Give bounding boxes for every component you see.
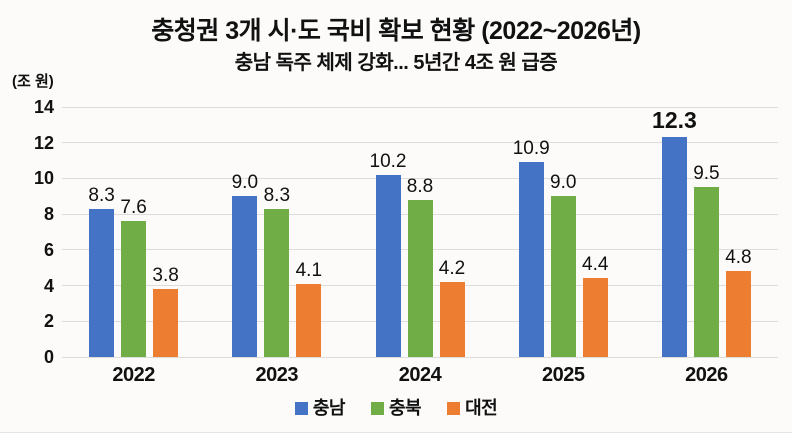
bar-wrap-충남-2023: 9.0 — [231, 107, 259, 357]
gridline — [62, 106, 778, 108]
gridline — [62, 142, 778, 144]
legend-swatch-icon — [447, 401, 461, 415]
gridline — [62, 177, 778, 179]
legend-item-대전: 대전 — [447, 398, 498, 418]
bar-wrap-대전-2023: 4.1 — [295, 107, 323, 357]
bar-wrap-충북-2024: 8.8 — [406, 107, 434, 357]
y-tick-label: 2 — [43, 311, 54, 332]
x-tick-label-2022: 2022 — [112, 364, 155, 386]
legend-item-충북: 충북 — [370, 398, 422, 418]
bar-value-label: 4.4 — [582, 254, 609, 276]
bar-wrap-충북-2026: 9.5 — [693, 107, 720, 357]
bar-group-2026: 12.3 9.5 4.8 — [635, 107, 778, 357]
bar-value-label: 9.0 — [231, 172, 259, 194]
y-tick-label: 6 — [43, 239, 54, 260]
bar-대전-2022 — [153, 289, 179, 357]
bar-value-label: 8.8 — [406, 175, 434, 197]
bar-wrap-대전-2026: 4.8 — [725, 107, 752, 357]
bar-wrap-충북-2025: 9.0 — [550, 107, 577, 357]
bar-충남-2023 — [232, 196, 258, 357]
bar-groups: 8.3 7.6 3.8 9.0 8.3 4.1 10.2 8.8 4.2 10.9 9.0 4.4 12… — [62, 107, 778, 357]
x-axis: 2022 2023 2024 2025 2026 — [62, 364, 778, 387]
y-axis: 0 2 4 6 8 10 12 14 — [0, 98, 54, 366]
y-tick-label: 12 — [33, 132, 54, 153]
bar-충북-2023 — [264, 208, 290, 357]
x-tick-label-2024: 2024 — [398, 364, 442, 386]
bar-value-label: 12.3 — [652, 107, 697, 134]
bar-충남-2024 — [375, 174, 401, 357]
y-axis-unit-label: (조 원) — [12, 73, 54, 90]
bar-value-label: 3.8 — [152, 265, 179, 287]
bar-wrap-대전-2025: 4.4 — [582, 107, 609, 357]
bar-value-label: 4.2 — [438, 258, 466, 279]
bar-wrap-충남-2025: 10.9 — [513, 107, 550, 357]
bar-충남-2026 — [661, 137, 687, 357]
bar-wrap-충남-2022: 8.3 — [88, 107, 115, 357]
bar-wrap-충남-2026: 12.3 — [652, 107, 697, 357]
bar-wrap-대전-2024: 4.2 — [438, 107, 466, 357]
bar-value-label: 9.0 — [550, 172, 577, 194]
bar-group-2022: 8.3 7.6 3.8 — [62, 107, 205, 357]
bar-value-label: 10.2 — [369, 150, 407, 172]
bar-충북-2024 — [407, 199, 433, 357]
bar-value-label: 4.1 — [295, 259, 323, 281]
gridline — [62, 356, 778, 358]
bar-value-label: 10.9 — [512, 138, 550, 160]
bar-group-2023: 9.0 8.3 4.1 — [205, 107, 348, 357]
plot-area: 8.3 7.6 3.8 9.0 8.3 4.1 10.2 8.8 4.2 10.9 9.0 4.4 12… — [62, 106, 778, 358]
legend-label: 대전 — [465, 398, 498, 418]
y-tick-label: 4 — [43, 275, 54, 296]
legend-label: 충북 — [388, 398, 422, 418]
bar-value-label: 8.3 — [88, 184, 115, 206]
legend-item-충남: 충남 — [294, 398, 346, 418]
chart-title: 충청권 3개 시·도 국비 확보 현황 (2022~2026년) — [151, 17, 641, 45]
chart-subtitle: 충남 독주 체제 강화... 5년간 4조 원 급증 — [234, 52, 558, 74]
y-tick-label: 8 — [43, 204, 54, 225]
legend-swatch-icon — [370, 401, 384, 415]
legend: 충남 충북 대전 — [0, 399, 792, 417]
x-tick-label-2025: 2025 — [541, 364, 585, 386]
bar-wrap-대전-2022: 3.8 — [152, 107, 179, 357]
bar-대전-2024 — [439, 282, 465, 357]
bar-대전-2023 — [296, 283, 322, 357]
bar-value-label: 8.3 — [263, 184, 291, 206]
bar-대전-2025 — [582, 278, 608, 357]
x-tick-label-2026: 2026 — [685, 364, 728, 386]
y-tick-label: 10 — [33, 168, 54, 189]
legend-label: 충남 — [312, 398, 346, 418]
bar-충남-2025 — [518, 162, 544, 357]
bar-wrap-충북-2022: 7.6 — [120, 107, 147, 357]
bar-group-2025: 10.9 9.0 4.4 — [492, 107, 635, 357]
bar-대전-2026 — [725, 271, 751, 357]
y-tick-label: 14 — [33, 97, 54, 117]
bar-group-2024: 10.2 8.8 4.2 — [348, 107, 491, 357]
bar-wrap-충북-2023: 8.3 — [263, 107, 291, 357]
bar-value-label: 4.8 — [725, 247, 752, 269]
bar-충남-2022 — [89, 208, 115, 357]
legend-swatch-icon — [294, 401, 308, 415]
bar-충북-2022 — [121, 221, 147, 357]
x-tick-label-2023: 2023 — [255, 364, 299, 386]
bar-value-label: 7.6 — [120, 197, 147, 219]
bar-value-label: 9.5 — [693, 163, 720, 185]
y-tick-label: 0 — [43, 347, 54, 367]
bar-wrap-충남-2024: 10.2 — [370, 107, 407, 357]
bar-충북-2026 — [693, 187, 719, 357]
bar-충북-2025 — [550, 196, 576, 357]
